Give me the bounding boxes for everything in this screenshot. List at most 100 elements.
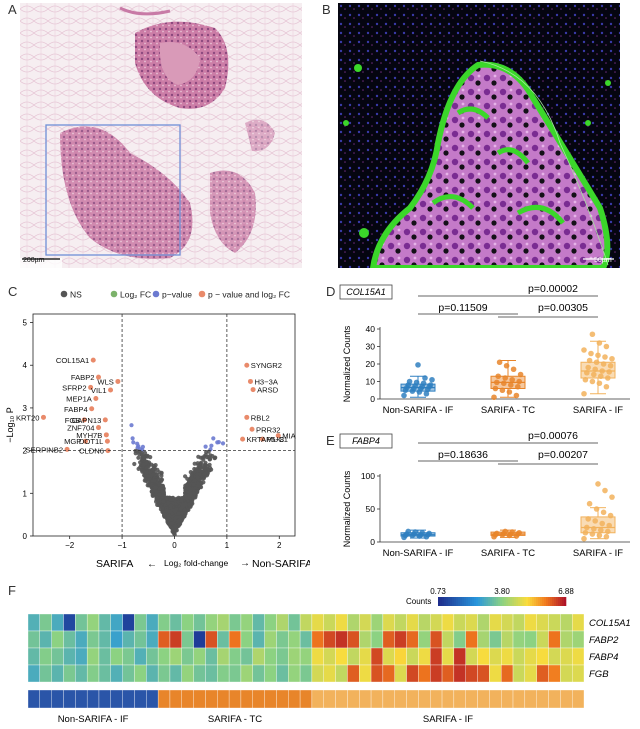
data-point xyxy=(589,378,596,385)
heatmap-cell xyxy=(181,613,194,632)
heatmap-cell xyxy=(347,630,360,649)
legend-gradient-cell xyxy=(486,597,489,606)
right-group-label: Non-SARIFA xyxy=(252,558,310,570)
legend-gradient-cell xyxy=(530,597,533,606)
legend-gradient-cell xyxy=(506,597,509,606)
panel-label-d: D xyxy=(326,284,336,299)
heatmap-cell xyxy=(359,613,372,632)
gene-label-19: RBL2 xyxy=(251,413,270,422)
gene-point-5 xyxy=(93,396,99,402)
group-annotation-cell xyxy=(394,689,407,709)
heatmap-cell xyxy=(98,613,111,632)
data-point xyxy=(215,440,220,445)
heatmap-cell xyxy=(465,613,478,632)
heatmap-cell xyxy=(299,664,313,683)
data-point xyxy=(591,526,597,532)
gene-point-9 xyxy=(102,417,108,423)
heatmap-cell xyxy=(323,647,336,666)
heatmap-cell xyxy=(157,630,171,649)
category-label: SARIFA - IF xyxy=(573,405,623,416)
heatmap-cell xyxy=(359,664,372,683)
gene-label-12: MGP xyxy=(64,437,81,446)
y-tick-label: 30 xyxy=(366,342,376,352)
legend-gradient-cell xyxy=(538,597,541,606)
heatmap-cell xyxy=(359,647,372,666)
legend-gradient-cell xyxy=(480,597,483,606)
plot-frame xyxy=(32,313,296,537)
group-annotation-cell xyxy=(75,689,88,709)
data-point xyxy=(155,472,160,478)
data-point xyxy=(139,450,144,455)
group-annotation-cell xyxy=(276,689,289,709)
gene-label-23: MIA xyxy=(282,432,296,441)
data-point xyxy=(188,487,193,492)
data-point xyxy=(199,481,204,486)
box-plot-col15a1: COL15A1 p=0.11509 p=0.00305 p=0.00002 0 10 20 3… xyxy=(339,283,630,416)
heatmap-cell xyxy=(477,630,490,649)
data-point xyxy=(172,528,177,533)
legend-marker-3 xyxy=(198,290,206,298)
data-point xyxy=(415,362,421,368)
heatmap-cell xyxy=(311,630,324,649)
legend-gradient-cell xyxy=(460,597,463,606)
data-point xyxy=(600,509,607,516)
legend-gradient-cell xyxy=(516,597,519,606)
data-point xyxy=(160,506,165,511)
legend-gradient-cell xyxy=(562,597,565,606)
row-label-1: FABP2 xyxy=(589,635,619,646)
data-point xyxy=(582,529,589,536)
heatmap-cell xyxy=(465,630,478,649)
row-label-3: FGB xyxy=(589,669,609,680)
heatmap-cell xyxy=(240,664,253,683)
panel-label-f: F xyxy=(8,583,16,598)
data-point xyxy=(168,503,173,508)
data-point xyxy=(177,522,182,527)
data-point xyxy=(503,362,510,369)
data-point xyxy=(600,361,607,367)
group-annotation-cell xyxy=(335,689,348,709)
heatmap-cell xyxy=(75,613,88,632)
group-annotation-cell xyxy=(27,689,41,709)
gene-point-14 xyxy=(64,446,70,452)
data-point xyxy=(166,501,171,506)
heatmap-cell xyxy=(560,647,573,666)
legend-gradient-cell xyxy=(488,597,491,606)
heatmap-cell xyxy=(477,664,490,683)
panel-label-c: C xyxy=(8,284,18,299)
gene-label-1: FABP2 xyxy=(71,373,95,382)
gene-label-4: VIL1 xyxy=(91,386,107,395)
gene-point-12 xyxy=(82,438,88,444)
group-annotation-cell xyxy=(524,689,537,709)
data-point xyxy=(420,380,427,387)
category-label: Non-SARIFA - IF xyxy=(383,405,454,416)
heatmap-cell xyxy=(86,664,100,683)
heatmap-cell xyxy=(571,613,585,632)
heatmap-cell xyxy=(418,630,431,649)
heatmap-cell xyxy=(98,647,111,666)
group-annotation-cell xyxy=(323,689,336,709)
data-point xyxy=(211,436,216,441)
gene-point-2 xyxy=(115,378,121,384)
data-point xyxy=(164,496,169,501)
data-point xyxy=(509,376,515,383)
gene-label-5: MEP1A xyxy=(66,395,93,404)
data-point xyxy=(200,455,205,460)
data-point xyxy=(602,354,608,360)
gene-label-9: CAPN13 xyxy=(72,416,102,425)
heatmap-cell xyxy=(489,647,502,666)
data-point xyxy=(154,495,159,500)
heatmap-cell xyxy=(169,613,182,632)
heatmap-cell xyxy=(252,647,265,666)
gene-point-15 xyxy=(105,448,111,454)
gene-label-16: SYNGR2 xyxy=(251,361,282,370)
heatmap-cell xyxy=(205,613,218,632)
category-label: Non-SARIFA - IF xyxy=(383,548,454,559)
heatmap-cell xyxy=(299,630,313,649)
heatmap-cell xyxy=(489,613,502,632)
heatmap-cell xyxy=(39,613,52,632)
group-annotation-cell xyxy=(217,689,230,709)
gene-point-11 xyxy=(103,432,109,438)
heatmap-cell xyxy=(430,664,443,683)
data-point xyxy=(595,481,601,487)
group-annotation-cell xyxy=(512,689,526,709)
